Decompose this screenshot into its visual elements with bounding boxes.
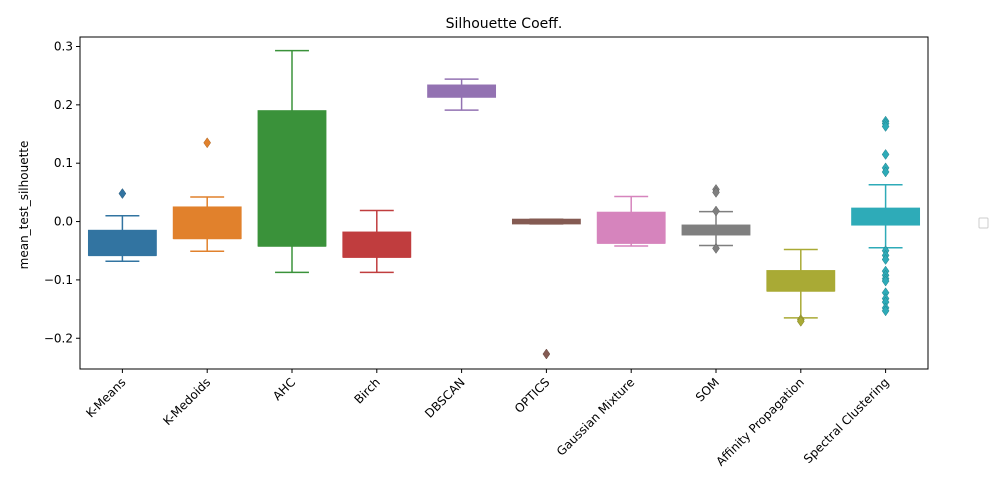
y-tick-label: 0.3 xyxy=(54,40,73,54)
y-tick-label: 0.2 xyxy=(54,98,73,112)
plot-area: −0.2 −0.1 0.0 0.1 0.2 0.3 K-Means K-Medoids AHC B… xyxy=(44,40,921,469)
outlier-point xyxy=(712,205,720,217)
outlier-point xyxy=(881,121,890,132)
outlier-point xyxy=(796,315,805,327)
y-tick-label: 0.0 xyxy=(54,215,73,229)
x-tick-label: K-Means xyxy=(83,375,128,420)
x-tick-label: Birch xyxy=(351,375,382,406)
x-tick-label: DBSCAN xyxy=(422,375,468,421)
outlier-point xyxy=(881,254,890,265)
outlier-point xyxy=(881,149,890,160)
plot-frame xyxy=(79,36,929,370)
x-tick-label: OPTICS xyxy=(512,375,553,416)
x-tick-label: Affinity Propagation xyxy=(713,375,807,469)
outlier-point xyxy=(881,275,890,287)
box-iqr xyxy=(766,270,836,292)
outlier-point xyxy=(118,188,127,199)
x-tick-label: K-Medoids xyxy=(160,375,213,428)
box-iqr xyxy=(596,211,666,244)
legend-box xyxy=(978,217,989,229)
outlier-point xyxy=(712,242,720,254)
outlier-point xyxy=(881,305,890,317)
y-axis-label: mean_test_silhouette xyxy=(17,141,31,270)
outlier-point xyxy=(712,186,720,198)
outlier-point xyxy=(203,137,212,149)
x-tick-label: Spectral Clustering xyxy=(801,375,892,466)
y-tick-label: 0.1 xyxy=(54,156,73,170)
outlier-point xyxy=(881,166,890,178)
y-tick-label: −0.1 xyxy=(44,273,73,287)
box-iqr xyxy=(172,206,242,239)
box-iqr xyxy=(87,229,157,256)
y-tick-label: −0.2 xyxy=(44,331,73,345)
outlier-point xyxy=(542,348,551,360)
box-iqr xyxy=(342,231,412,258)
box-iqr xyxy=(851,207,921,226)
box-iqr xyxy=(257,110,327,247)
x-tick-label: AHC xyxy=(270,375,298,403)
box-iqr xyxy=(681,224,751,236)
x-tick-label: Gaussian Mixture xyxy=(554,375,637,458)
x-tick-label: SOM xyxy=(693,375,722,404)
chart-title: Silhouette Coeff. xyxy=(446,16,563,32)
